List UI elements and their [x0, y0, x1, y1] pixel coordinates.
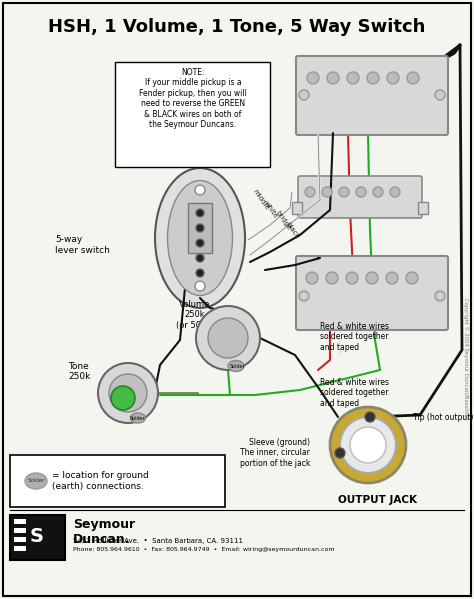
- Bar: [292, 202, 302, 214]
- Text: 5427 Hollister Ave.  •  Santa Barbara, CA. 93111: 5427 Hollister Ave. • Santa Barbara, CA.…: [73, 538, 243, 544]
- Ellipse shape: [167, 180, 233, 295]
- Text: Phone: 805.964.9610  •  Fax: 805.964.9749  •  Email: wiring@seymourduncan.com: Phone: 805.964.9610 • Fax: 805.964.9749 …: [73, 547, 335, 552]
- Circle shape: [98, 363, 158, 423]
- Circle shape: [196, 224, 204, 232]
- FancyBboxPatch shape: [296, 256, 448, 330]
- Circle shape: [339, 187, 349, 197]
- Text: Solder: Solder: [230, 364, 246, 368]
- Circle shape: [435, 291, 445, 301]
- Ellipse shape: [25, 473, 47, 489]
- Circle shape: [196, 254, 204, 262]
- Circle shape: [196, 269, 204, 277]
- Bar: [115, 62, 270, 167]
- Bar: [10, 515, 65, 560]
- Text: HSH, 1 Volume, 1 Tone, 5 Way Switch: HSH, 1 Volume, 1 Tone, 5 Way Switch: [48, 18, 426, 36]
- Text: bridge: bridge: [274, 209, 292, 231]
- Text: Seymour
Duncan.: Seymour Duncan.: [73, 518, 135, 546]
- Text: Copyright © 2004 Seymour Duncan/Basslines: Copyright © 2004 Seymour Duncan/Bassline…: [463, 298, 469, 420]
- Text: OUTPUT JACK: OUTPUT JACK: [338, 495, 418, 505]
- Ellipse shape: [130, 413, 146, 423]
- Circle shape: [306, 272, 318, 284]
- Circle shape: [322, 187, 332, 197]
- Ellipse shape: [228, 361, 244, 371]
- Circle shape: [208, 318, 248, 358]
- Circle shape: [299, 291, 309, 301]
- Circle shape: [109, 374, 147, 412]
- Circle shape: [196, 306, 260, 370]
- Circle shape: [365, 412, 375, 422]
- Circle shape: [356, 187, 366, 197]
- FancyBboxPatch shape: [296, 56, 448, 135]
- Bar: [14, 546, 26, 551]
- Circle shape: [435, 90, 445, 100]
- Circle shape: [367, 72, 379, 84]
- Bar: [188, 203, 212, 253]
- Bar: [14, 537, 26, 542]
- Text: Tone
250k: Tone 250k: [68, 362, 91, 382]
- Circle shape: [335, 448, 345, 458]
- Bar: [10, 455, 225, 507]
- FancyBboxPatch shape: [298, 176, 422, 218]
- Text: Solder: Solder: [130, 416, 146, 420]
- Circle shape: [407, 72, 419, 84]
- Text: S: S: [30, 528, 44, 546]
- Circle shape: [330, 407, 406, 483]
- Bar: [14, 519, 26, 524]
- Text: = location for ground
(earth) connections.: = location for ground (earth) connection…: [52, 471, 149, 491]
- Bar: [418, 202, 428, 214]
- Bar: [14, 528, 26, 533]
- Circle shape: [305, 187, 315, 197]
- Circle shape: [327, 72, 339, 84]
- Circle shape: [195, 185, 205, 195]
- Circle shape: [326, 272, 338, 284]
- Circle shape: [373, 187, 383, 197]
- Text: 5-way
lever switch: 5-way lever switch: [55, 235, 110, 255]
- Text: white: white: [263, 201, 279, 220]
- Circle shape: [307, 72, 319, 84]
- Text: Volume
250k
(or 500k): Volume 250k (or 500k): [176, 300, 214, 330]
- Text: Sleeve (ground)
The inner, circular
portion of the jack: Sleeve (ground) The inner, circular port…: [240, 438, 310, 468]
- Circle shape: [111, 386, 135, 410]
- Circle shape: [196, 239, 204, 247]
- Text: Solder: Solder: [27, 479, 45, 483]
- Circle shape: [195, 281, 205, 291]
- Text: black: black: [285, 220, 301, 240]
- Circle shape: [406, 272, 418, 284]
- Text: Red & white wires
soldered together
and taped: Red & white wires soldered together and …: [320, 322, 389, 352]
- Circle shape: [196, 209, 204, 217]
- Circle shape: [347, 72, 359, 84]
- Text: NOTE:
If your middle pickup is a
Fender pickup, then you will
need to reverse th: NOTE: If your middle pickup is a Fender …: [139, 68, 247, 129]
- Circle shape: [340, 417, 396, 473]
- Circle shape: [350, 427, 386, 463]
- Circle shape: [346, 272, 358, 284]
- Text: middle: middle: [252, 189, 271, 211]
- Circle shape: [386, 272, 398, 284]
- Text: Tip (hot output): Tip (hot output): [413, 413, 474, 422]
- Circle shape: [387, 72, 399, 84]
- Text: Red & white wires
soldered together
and taped: Red & white wires soldered together and …: [320, 378, 389, 408]
- Circle shape: [390, 187, 400, 197]
- Circle shape: [366, 272, 378, 284]
- Circle shape: [299, 90, 309, 100]
- Ellipse shape: [155, 168, 245, 308]
